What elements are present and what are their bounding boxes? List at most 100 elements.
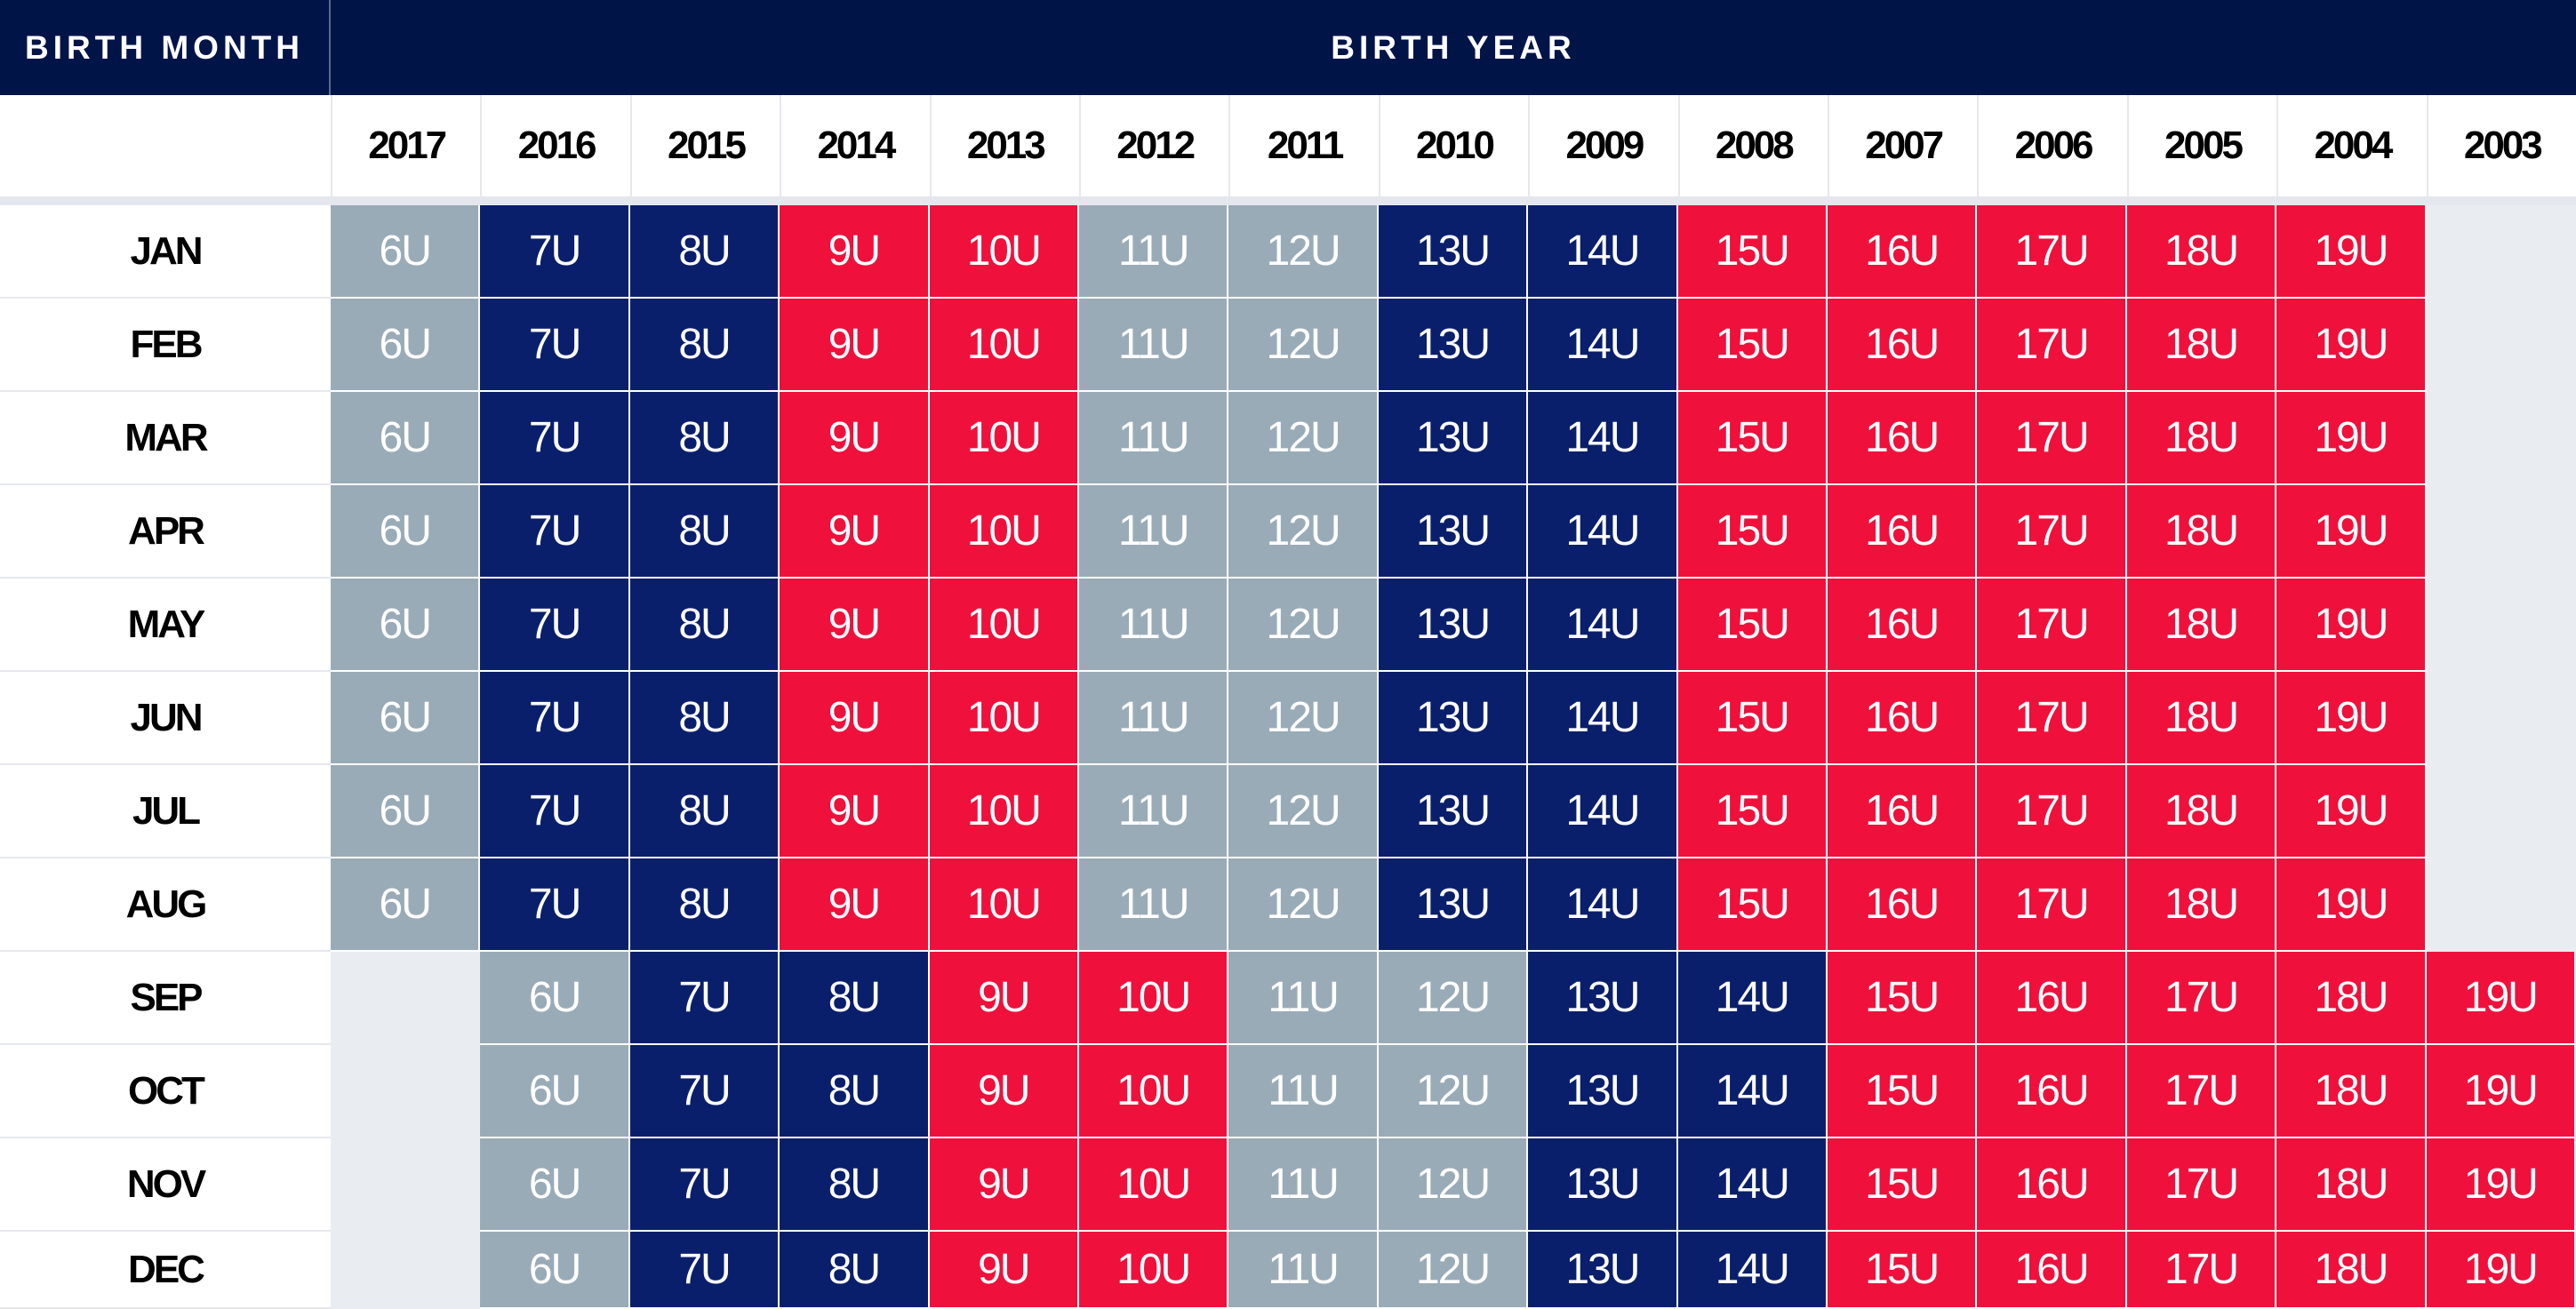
age-group-cell: 16U	[1828, 579, 1978, 672]
age-group-cell: 9U	[780, 579, 930, 672]
empty-cell	[331, 952, 481, 1045]
empty-cell	[2426, 765, 2576, 858]
year-header: 2009	[1528, 95, 1678, 196]
age-group-cell: 18U	[2276, 1232, 2427, 1309]
age-group-cell: 16U	[1828, 485, 1978, 579]
age-group-cell: 19U	[2426, 1232, 2576, 1309]
year-header: 2017	[331, 95, 481, 196]
age-group-cell: 18U	[2126, 672, 2277, 765]
year-header: 2015	[629, 95, 780, 196]
age-group-cell: 11U	[1228, 952, 1379, 1045]
age-group-cell: 17U	[1977, 299, 2127, 392]
birth-month-header: BIRTH MONTH	[0, 0, 329, 95]
age-group-cell: 14U	[1528, 579, 1678, 672]
age-group-cell: 18U	[2126, 858, 2277, 952]
age-group-cell: 14U	[1677, 1045, 1828, 1138]
age-group-cell: 15U	[1677, 672, 1828, 765]
month-label: AUG	[0, 858, 331, 952]
age-group-cell: 18U	[2126, 205, 2277, 299]
month-label: MAR	[0, 392, 331, 485]
age-group-cell: 15U	[1828, 1138, 1978, 1232]
age-group-cell: 16U	[1828, 765, 1978, 858]
age-group-cell: 16U	[1977, 1232, 2127, 1309]
age-group-cell: 16U	[1828, 672, 1978, 765]
age-group-cell: 7U	[480, 299, 630, 392]
age-group-cell: 8U	[780, 1138, 930, 1232]
empty-cell	[2426, 299, 2576, 392]
age-group-cell: 12U	[1228, 299, 1379, 392]
age-group-cell: 14U	[1677, 1138, 1828, 1232]
age-group-cell: 16U	[1977, 952, 2127, 1045]
age-group-cell: 10U	[929, 672, 1079, 765]
age-group-cell: 10U	[929, 299, 1079, 392]
year-header: 2006	[1977, 95, 2127, 196]
year-header: 2012	[1079, 95, 1229, 196]
age-group-cell: 13U	[1378, 579, 1529, 672]
age-group-cell: 13U	[1378, 858, 1529, 952]
age-group-cell: 19U	[2276, 672, 2427, 765]
age-group-cell: 7U	[480, 765, 630, 858]
age-group-cell: 12U	[1378, 952, 1529, 1045]
month-label: NOV	[0, 1138, 331, 1232]
age-group-cell: 17U	[1977, 858, 2127, 952]
age-group-cell: 8U	[780, 1232, 930, 1309]
empty-cell	[2426, 579, 2576, 672]
age-group-cell: 12U	[1378, 1232, 1529, 1309]
age-group-cell: 15U	[1828, 952, 1978, 1045]
age-group-cell: 7U	[480, 579, 630, 672]
age-group-cell: 10U	[929, 205, 1079, 299]
age-group-cell: 8U	[629, 299, 780, 392]
age-group-cell: 11U	[1079, 579, 1229, 672]
age-group-cell: 8U	[629, 765, 780, 858]
age-group-cell: 17U	[1977, 392, 2127, 485]
age-group-cell: 6U	[331, 672, 481, 765]
age-group-cell: 18U	[2276, 1045, 2427, 1138]
age-group-cell: 8U	[780, 1045, 930, 1138]
month-label: FEB	[0, 299, 331, 392]
month-label: OCT	[0, 1045, 331, 1138]
age-group-cell: 9U	[929, 1138, 1079, 1232]
age-group-cell: 11U	[1079, 858, 1229, 952]
age-group-cell: 12U	[1228, 485, 1379, 579]
age-group-cell: 14U	[1528, 672, 1678, 765]
empty-cell	[331, 1138, 481, 1232]
year-header: 2013	[929, 95, 1079, 196]
age-group-cell: 12U	[1228, 765, 1379, 858]
age-group-cell: 14U	[1528, 205, 1678, 299]
age-group-cell: 8U	[629, 205, 780, 299]
age-group-cell: 9U	[929, 1045, 1079, 1138]
age-group-cell: 18U	[2126, 392, 2277, 485]
age-group-cell: 18U	[2276, 952, 2427, 1045]
year-header: 2005	[2126, 95, 2277, 196]
age-group-cell: 18U	[2126, 299, 2277, 392]
age-group-cell: 9U	[780, 858, 930, 952]
age-group-cell: 15U	[1677, 858, 1828, 952]
age-group-cell: 8U	[780, 952, 930, 1045]
age-group-cell: 17U	[1977, 579, 2127, 672]
age-group-cell: 9U	[929, 1232, 1079, 1309]
age-group-cell: 12U	[1228, 579, 1379, 672]
age-group-cell: 7U	[629, 952, 780, 1045]
age-group-cell: 12U	[1228, 205, 1379, 299]
empty-cell	[331, 1232, 481, 1309]
age-group-cell: 11U	[1079, 765, 1229, 858]
age-group-cell: 9U	[780, 205, 930, 299]
age-group-cell: 9U	[780, 392, 930, 485]
month-label: DEC	[0, 1232, 331, 1309]
age-group-cell: 17U	[2126, 952, 2277, 1045]
age-group-cell: 15U	[1828, 1045, 1978, 1138]
age-group-cell: 17U	[1977, 765, 2127, 858]
age-group-cell: 11U	[1228, 1232, 1379, 1309]
age-group-cell: 13U	[1528, 952, 1678, 1045]
age-group-cell: 11U	[1079, 299, 1229, 392]
year-header: 2016	[480, 95, 630, 196]
empty-cell	[331, 1045, 481, 1138]
age-group-cell: 19U	[2276, 392, 2427, 485]
age-group-cell: 12U	[1378, 1138, 1529, 1232]
age-group-cell: 10U	[929, 579, 1079, 672]
age-group-cell: 9U	[780, 485, 930, 579]
age-group-cell: 13U	[1378, 765, 1529, 858]
age-group-cell: 14U	[1528, 392, 1678, 485]
age-group-cell: 6U	[331, 858, 481, 952]
age-group-cell: 19U	[2276, 858, 2427, 952]
